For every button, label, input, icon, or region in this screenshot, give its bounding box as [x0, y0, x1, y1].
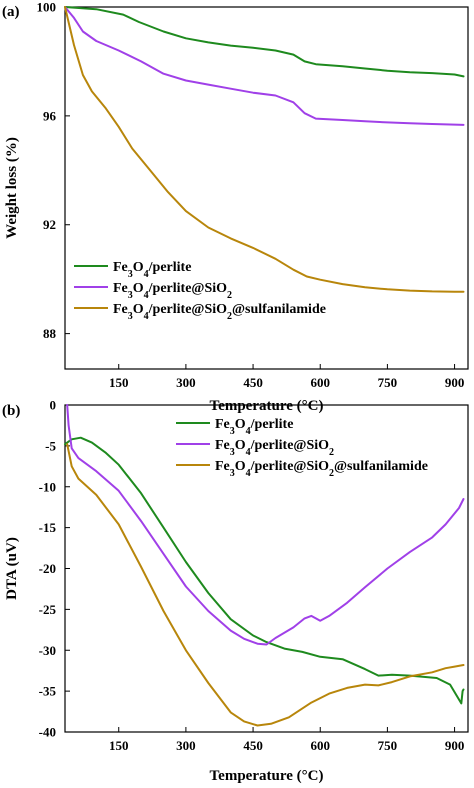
y-axis-label: Weight loss (%) — [4, 137, 20, 239]
legend-label-2: Fe3O4/perlite@SiO2 — [113, 281, 232, 301]
y-tick-label: -10 — [39, 479, 56, 494]
x-tick-label: 150 — [109, 375, 129, 390]
x-tick-label: 450 — [243, 375, 263, 390]
x-axis-label: Temperature (°C) — [210, 768, 324, 784]
panel-label: (b) — [2, 403, 20, 419]
series-line-1 — [64, 436, 465, 705]
y-tick-label: 96 — [43, 108, 57, 123]
x-tick-label: 150 — [109, 738, 129, 753]
plot-frame — [64, 6, 469, 370]
y-tick-label: -30 — [39, 643, 56, 658]
chart-panel-b: 150 300 450 600 750 900 0 -5 -10 -15 -20 -25 -30 -35 -… — [2, 398, 469, 784]
y-tick-label: -35 — [39, 684, 57, 699]
y-tick-label: 88 — [43, 326, 57, 341]
legend-label-1: Fe3O4/perlite — [113, 260, 191, 280]
series-line-1 — [64, 6, 465, 78]
x-tick-label: 450 — [243, 738, 263, 753]
x-tick-label: 300 — [176, 375, 196, 390]
y-tick-label: 100 — [37, 0, 57, 15]
series-line-3 — [66, 443, 465, 727]
legend-label-3: Fe3O4/perlite@SiO2@sulfanilamide — [215, 459, 428, 479]
chart-panel-a: 150 300 450 600 750 900 88 92 96 100 Temperature (… — [2, 0, 469, 414]
x-axis-label: Temperature (°C) — [210, 398, 324, 414]
y-tick-label: -40 — [39, 725, 56, 740]
x-tick-label: 900 — [445, 738, 465, 753]
legend-label-2: Fe3O4/perlite@SiO2 — [215, 438, 334, 458]
panel-label: (a) — [2, 4, 20, 20]
legend-label-1: Fe3O4/perlite — [215, 417, 293, 437]
y-axis-label: DTA (uV) — [4, 537, 20, 600]
series-line-2 — [66, 404, 465, 646]
y-tick-label: -20 — [39, 561, 56, 576]
x-tick-label: 900 — [445, 375, 465, 390]
plot-frame — [64, 404, 469, 733]
x-tick-label: 300 — [176, 738, 196, 753]
x-tick-label: 600 — [310, 738, 330, 753]
y-tick-label: 92 — [43, 217, 56, 232]
series-line-2 — [64, 6, 465, 126]
x-tick-label: 750 — [378, 375, 398, 390]
y-tick-label: -5 — [45, 438, 56, 453]
series-line-3 — [64, 6, 465, 293]
legend-label-3: Fe3O4/perlite@SiO2@sulfanilamide — [113, 302, 326, 322]
y-tick-label: -15 — [39, 520, 57, 535]
x-tick-label: 750 — [378, 738, 398, 753]
x-tick-label: 600 — [310, 375, 330, 390]
y-tick-label: 0 — [50, 398, 57, 413]
y-tick-label: -25 — [39, 602, 57, 617]
